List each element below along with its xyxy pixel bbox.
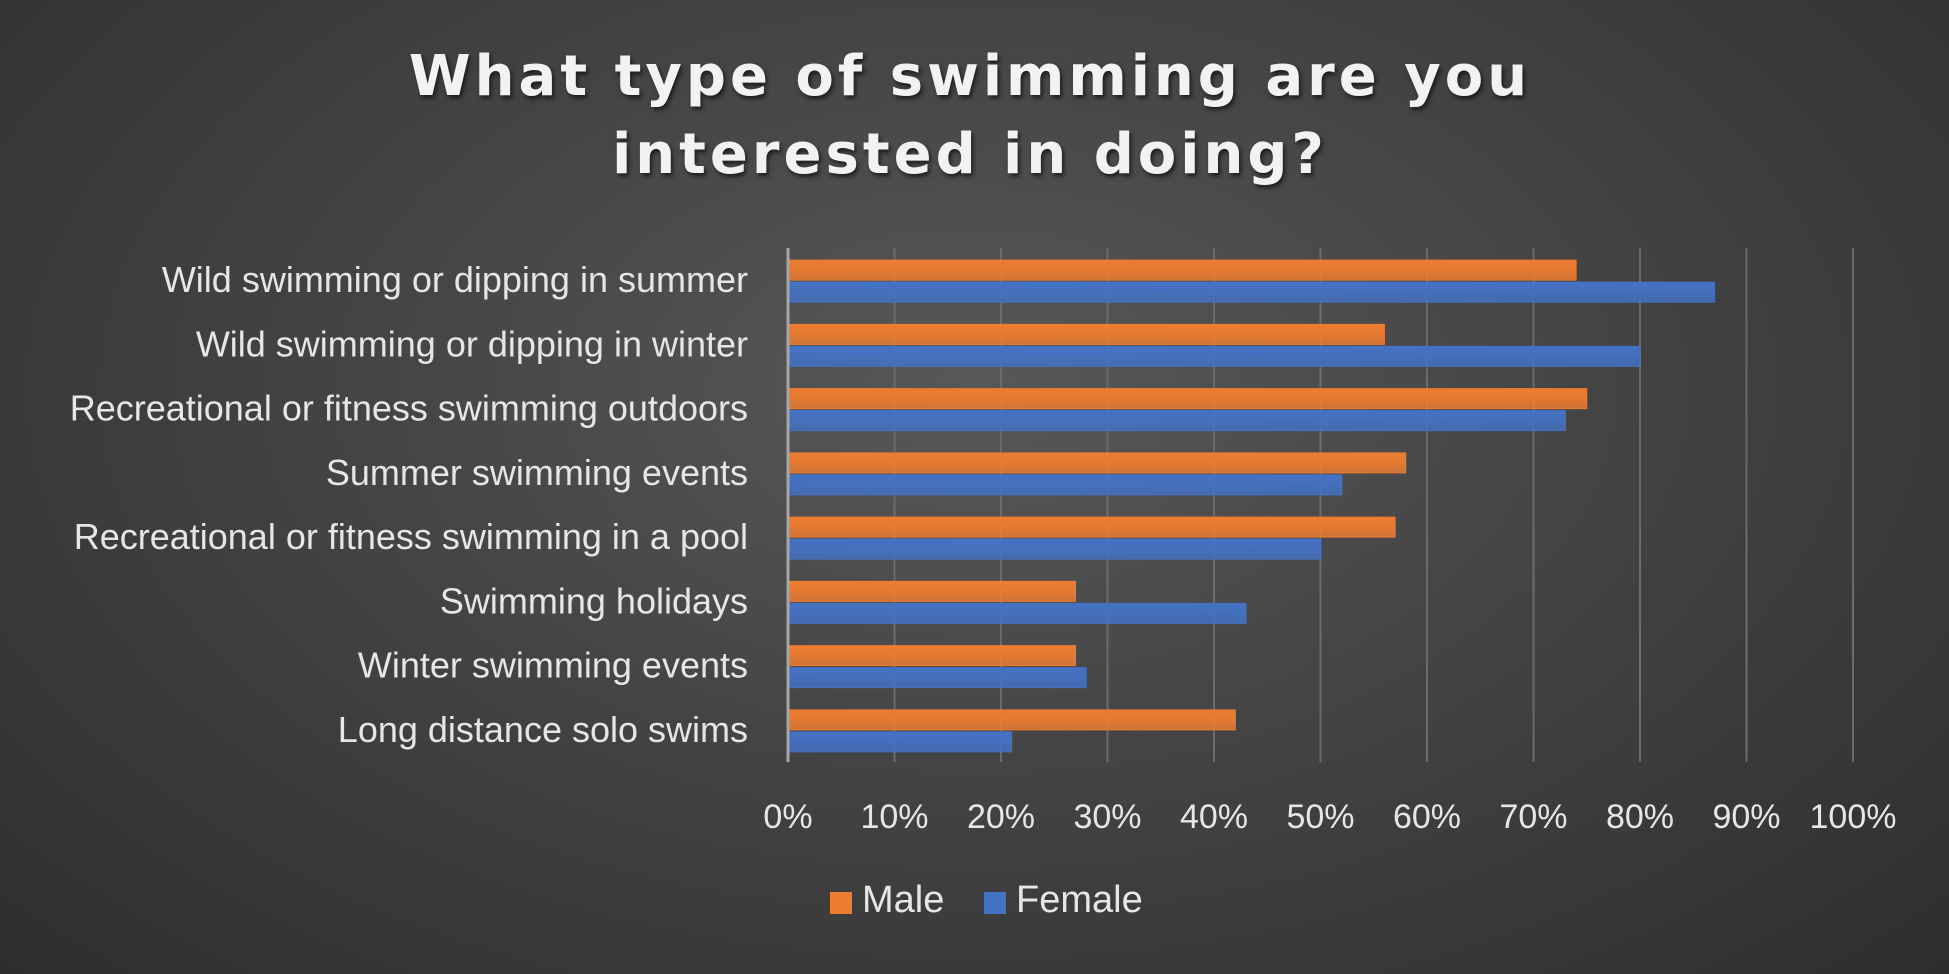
x-tick-label: 80% <box>1606 798 1674 836</box>
bar-male <box>787 645 1077 667</box>
x-tick-label: 50% <box>1286 798 1354 836</box>
bar-male <box>787 452 1407 474</box>
chart-title: What type of swimming are you interested… <box>408 44 1532 187</box>
category-label: Recreational or fitness swimming outdoor… <box>70 388 748 429</box>
legend-label: Male <box>862 879 944 921</box>
category-label: Summer swimming events <box>326 452 748 493</box>
bar-female <box>787 538 1321 560</box>
x-tick-label: 20% <box>967 798 1035 836</box>
category-label: Recreational or fitness swimming in a po… <box>74 516 748 557</box>
bar-male <box>787 388 1588 410</box>
bar-male <box>787 516 1396 538</box>
legend-label: Female <box>1016 879 1143 921</box>
bar-female <box>787 602 1247 624</box>
x-tick-label: 40% <box>1180 798 1248 836</box>
bar-male <box>787 709 1236 731</box>
category-label: Wild swimming or dipping in summer <box>162 259 748 300</box>
bar-female <box>787 667 1087 689</box>
x-tick-label: 90% <box>1712 798 1780 836</box>
legend-swatch <box>984 892 1006 914</box>
bar-male <box>787 580 1077 602</box>
x-tick-label: 100% <box>1810 798 1897 836</box>
x-tick-label: 30% <box>1073 798 1141 836</box>
x-tick-label: 60% <box>1393 798 1461 836</box>
bar-male <box>787 323 1385 345</box>
bar-female <box>787 474 1343 496</box>
bar-female <box>787 345 1641 367</box>
x-tick-label: 10% <box>860 798 928 836</box>
x-tick-label: 70% <box>1499 798 1567 836</box>
x-tick-label: 0% <box>763 798 812 836</box>
category-label: Wild swimming or dipping in winter <box>196 323 748 364</box>
bar-male <box>787 259 1577 281</box>
legend-swatch <box>830 892 852 914</box>
bar-female <box>787 410 1566 432</box>
category-label: Long distance solo swims <box>338 709 748 750</box>
category-label: Swimming holidays <box>440 580 748 621</box>
bar-female <box>787 731 1013 753</box>
category-label: Winter swimming events <box>358 645 748 686</box>
bar-female <box>787 281 1716 303</box>
